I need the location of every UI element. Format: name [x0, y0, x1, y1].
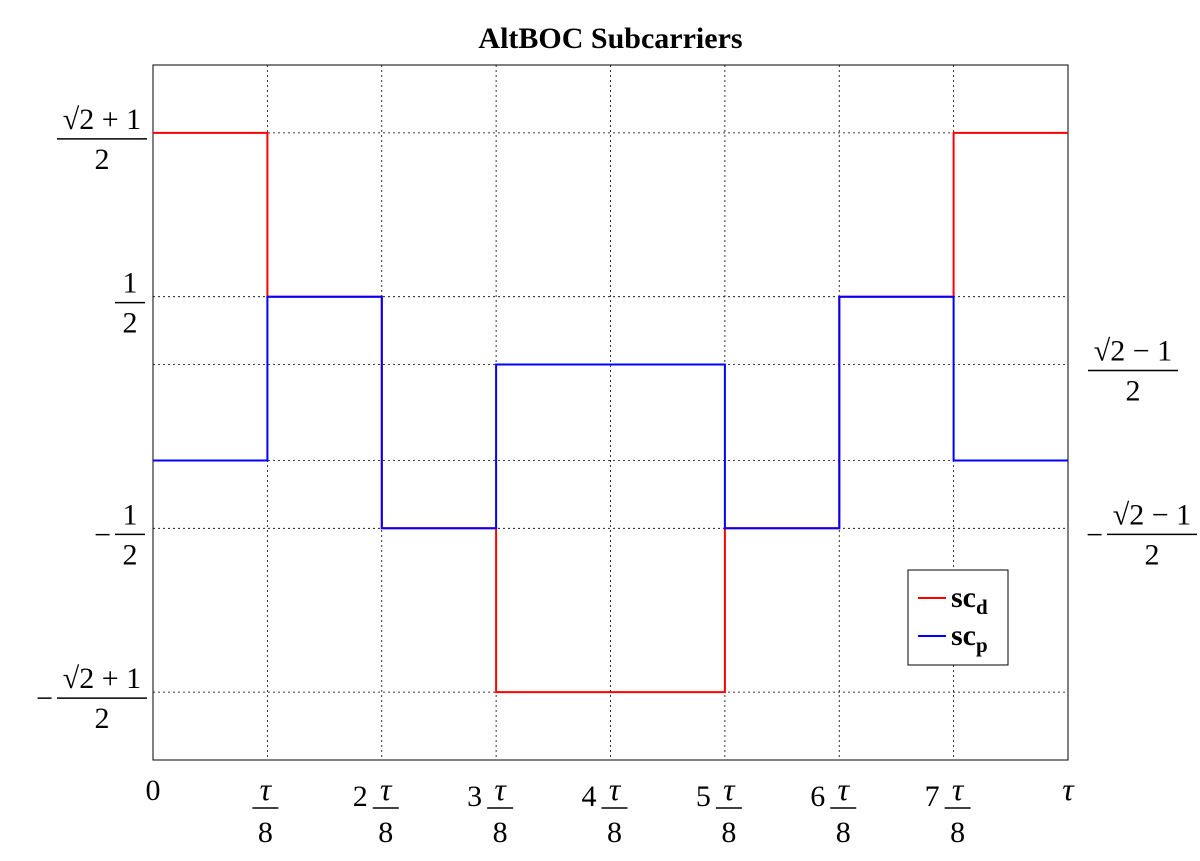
- series-group: [153, 131, 1068, 694]
- x-tick-coef: 7: [925, 780, 940, 813]
- x-tick-label: 2 τ 8: [353, 771, 399, 849]
- x-tick-denominator: 8: [950, 816, 965, 849]
- y-tick-label-left: 1 2−: [94, 498, 145, 571]
- series-line-p: [153, 295, 1068, 530]
- tick-denominator: 2: [95, 143, 110, 176]
- x-tick-numerator: τ: [723, 771, 736, 807]
- tick-numerator: √2 − 1: [1113, 498, 1191, 531]
- x-tick-numerator: τ: [380, 771, 393, 807]
- x-tick-denominator: 8: [607, 816, 622, 849]
- tick-denominator: 2: [123, 307, 138, 340]
- x-tick-denominator: 8: [493, 816, 508, 849]
- x-tick-coef: 5: [696, 780, 711, 813]
- tick-numerator: √2 − 1: [1094, 335, 1172, 368]
- x-tick-numerator: τ: [838, 771, 851, 807]
- x-tick-label: τ8: [252, 771, 279, 849]
- tick-denominator: 2: [95, 702, 110, 735]
- x-tick-denominator: 8: [378, 816, 393, 849]
- x-tick-coef: 4: [582, 780, 597, 813]
- minus-sign: −: [36, 682, 53, 715]
- x-tick-numerator: τ: [260, 771, 273, 807]
- y-tick-label-right: √2 − 1 2 −: [1086, 498, 1197, 571]
- x-tick-label: 5 τ 8: [696, 771, 742, 849]
- x-tick-denominator: 8: [721, 816, 736, 849]
- x-tick-label: 4 τ 8: [582, 771, 628, 849]
- x-tick-denominator: 8: [258, 816, 273, 849]
- legend-label-p: scp: [951, 619, 988, 657]
- x-tick-coef: 3: [467, 780, 482, 813]
- tick-denominator: 2: [1145, 538, 1160, 571]
- minus-sign: −: [94, 518, 111, 551]
- chart-title: AltBOC Subcarriers: [478, 22, 742, 55]
- x-tick-coef: 2: [353, 780, 368, 813]
- minus-sign: −: [1086, 518, 1103, 551]
- x-tick-label: τ: [1062, 771, 1075, 807]
- legend-subscript: d: [976, 595, 988, 619]
- tick-denominator: 2: [1126, 375, 1141, 408]
- y-tick-label-right: √2 − 1 2: [1088, 335, 1178, 408]
- tick-numerator: 1: [123, 498, 138, 531]
- tick-numerator: √2 + 1: [63, 103, 141, 136]
- plot-frame: [152, 64, 1069, 761]
- y-tick-label-left: 12: [115, 267, 145, 340]
- x-tick-label: 6 τ 8: [810, 771, 857, 849]
- x-tick-denominator: 8: [836, 816, 851, 849]
- x-tick-label: 7 τ 8: [925, 771, 971, 849]
- x-tick-numerator: τ: [952, 771, 965, 807]
- legend-box: [907, 569, 1009, 666]
- x-axis-ticks: 0 τ82 τ83 τ84 τ85 τ86 τ87 τ8τ: [146, 771, 1076, 849]
- tick-numerator: 1: [123, 267, 138, 300]
- legend-subscript: p: [976, 633, 988, 657]
- y-tick-label-left: √2 + 1 2: [57, 103, 147, 176]
- x-tick-coef: 6: [810, 780, 825, 813]
- x-tick-numerator: τ: [494, 771, 507, 807]
- tick-denominator: 2: [123, 538, 138, 571]
- y-tick-label-left: √2 + 1 2 −: [36, 662, 147, 735]
- x-tick-numerator: τ: [609, 771, 622, 807]
- x-tick-label: 3 τ 8: [467, 771, 514, 849]
- tick-numerator: √2 + 1: [63, 662, 141, 695]
- x-tick-label: 0: [146, 774, 161, 807]
